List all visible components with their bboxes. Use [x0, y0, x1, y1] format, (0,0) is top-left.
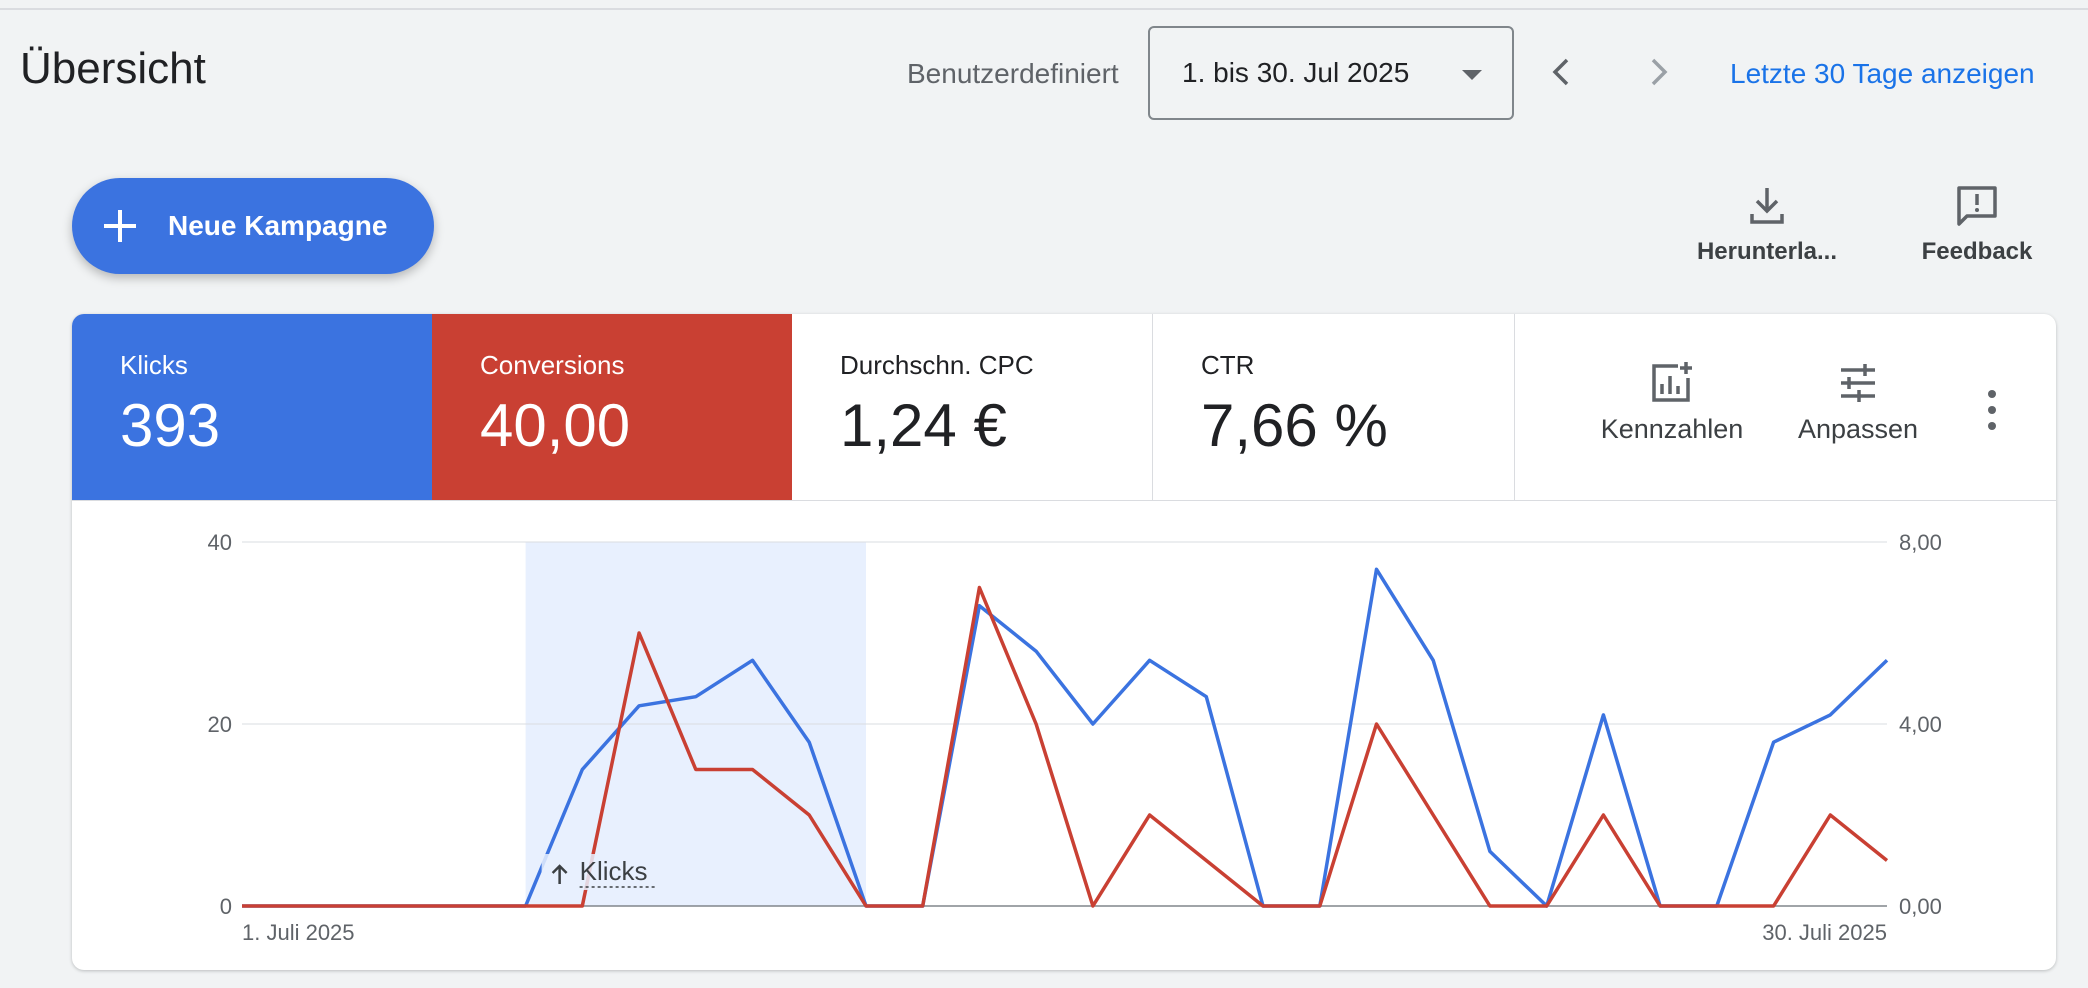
- metric-label: CTR: [1201, 350, 1255, 380]
- date-range-select[interactable]: 1. bis 30. Jul 2025: [1148, 26, 1514, 120]
- x-end-label: 30. Juli 2025: [1762, 920, 1887, 945]
- x-start-label: 1. Juli 2025: [242, 920, 355, 945]
- metric-tile-avg-cpc[interactable]: Durchschn. CPC 1,24 €: [792, 314, 1153, 500]
- metric-value: 40,00: [480, 392, 631, 459]
- top-divider: [0, 8, 2088, 10]
- metric-tiles: Klicks 393 Conversions 40,00 Durchschn. …: [72, 314, 2056, 501]
- download-label: Herunterla...: [1696, 238, 1838, 265]
- kennzahlen-button[interactable]: Kennzahlen: [1582, 362, 1762, 445]
- add-chart-icon: [1652, 362, 1692, 402]
- metric-tile-conversions[interactable]: Conversions 40,00: [432, 314, 792, 500]
- series-line-conversions: [242, 585, 1889, 908]
- metric-tile-clicks[interactable]: Klicks 393: [72, 314, 432, 500]
- metric-value: 393: [120, 392, 221, 459]
- y-left-tick-label: 20: [208, 712, 232, 737]
- next-period-button[interactable]: [1636, 50, 1680, 94]
- performance-chart[interactable]: 0 0,00 20 4,00 40 8,00 1. Juli 2025 30. Juli 20…: [72, 314, 2056, 970]
- kennzahlen-label: Kennzahlen: [1600, 414, 1744, 444]
- tune-icon: [1841, 364, 1875, 402]
- metric-value: 1,24 €: [840, 392, 1007, 459]
- y-right-tick-label: 4,00: [1899, 712, 1942, 737]
- feedback-icon: [1957, 186, 1997, 226]
- metric-tile-ctr[interactable]: CTR 7,66 %: [1153, 314, 1515, 500]
- dropdown-caret-icon: [1462, 70, 1482, 80]
- page-title: Übersicht: [20, 44, 206, 93]
- more-vert-icon[interactable]: [1982, 386, 2002, 434]
- series-line-klicks: [242, 567, 1889, 908]
- y-right-tick-label: 8,00: [1899, 530, 1942, 555]
- metric-label: Klicks: [120, 350, 188, 380]
- chevron-right-icon: [1651, 58, 1668, 86]
- chevron-left-icon: [1552, 58, 1569, 86]
- date-mode-label: Benutzerdefiniert: [907, 58, 1119, 89]
- y-left-tick-label: 40: [208, 530, 232, 555]
- metric-label: Durchschn. CPC: [840, 350, 1034, 380]
- y-left-tick-label: 0: [220, 894, 232, 919]
- anpassen-button[interactable]: Anpassen: [1778, 362, 1938, 445]
- feedback-label: Feedback: [1921, 238, 2033, 265]
- annotation-label: Klicks: [580, 856, 648, 886]
- download-icon: [1750, 188, 1784, 224]
- annotation-bg: [541, 854, 670, 890]
- arrow-up-icon: [551, 864, 568, 884]
- anpassen-label: Anpassen: [1797, 414, 1919, 444]
- new-campaign-button[interactable]: Neue Kampagne: [72, 178, 434, 274]
- previous-period-button[interactable]: [1540, 50, 1584, 94]
- date-range-value: 1. bis 30. Jul 2025: [1182, 57, 1410, 88]
- plus-icon: [104, 210, 136, 242]
- download-button[interactable]: Herunterla...: [1692, 184, 1842, 266]
- metric-label: Conversions: [480, 350, 625, 380]
- new-campaign-label: Neue Kampagne: [168, 210, 388, 241]
- last-30-days-link[interactable]: Letzte 30 Tage anzeigen: [1730, 58, 2035, 89]
- performance-card: Klicks 393 Conversions 40,00 Durchschn. …: [72, 314, 2056, 970]
- y-right-tick-label: 0,00: [1899, 894, 1942, 919]
- metric-value: 7,66 %: [1201, 392, 1388, 459]
- feedback-button[interactable]: Feedback: [1912, 184, 2042, 266]
